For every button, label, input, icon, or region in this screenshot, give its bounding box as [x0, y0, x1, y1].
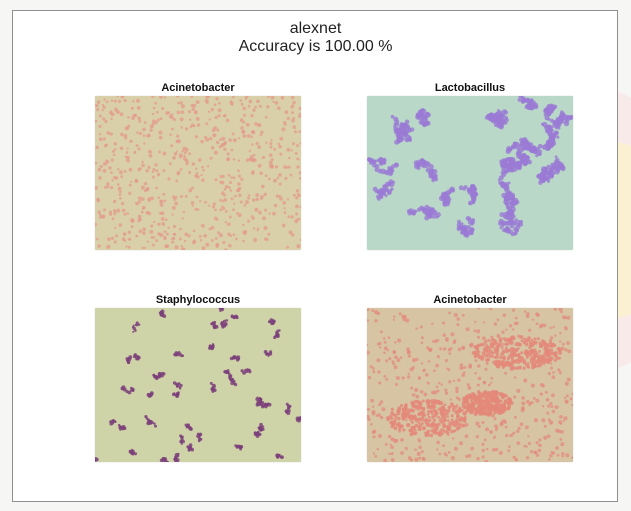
panel-4-label: Acinetobacter [433, 294, 507, 306]
panel-2-microscopy-image [367, 96, 573, 250]
panel-2: Lactobacillus [367, 80, 573, 250]
panel-1: Acinetobacter [95, 80, 301, 250]
panel-2-label: Lactobacillus [434, 82, 506, 94]
panel-1-microscopy-image [95, 96, 301, 250]
panel-1-label: Acinetobacter [161, 82, 235, 94]
figure-title-model: alexnet [289, 20, 342, 37]
panel-4-microscopy-image [367, 308, 573, 462]
figure-title-accuracy: Accuracy is 100.00 % [238, 38, 393, 55]
panel-3-microscopy-image [95, 308, 301, 462]
panel-3: Staphylococcus [95, 292, 301, 462]
panel-3-label: Staphylococcus [155, 294, 241, 306]
panel-4: Acinetobacter [367, 292, 573, 462]
